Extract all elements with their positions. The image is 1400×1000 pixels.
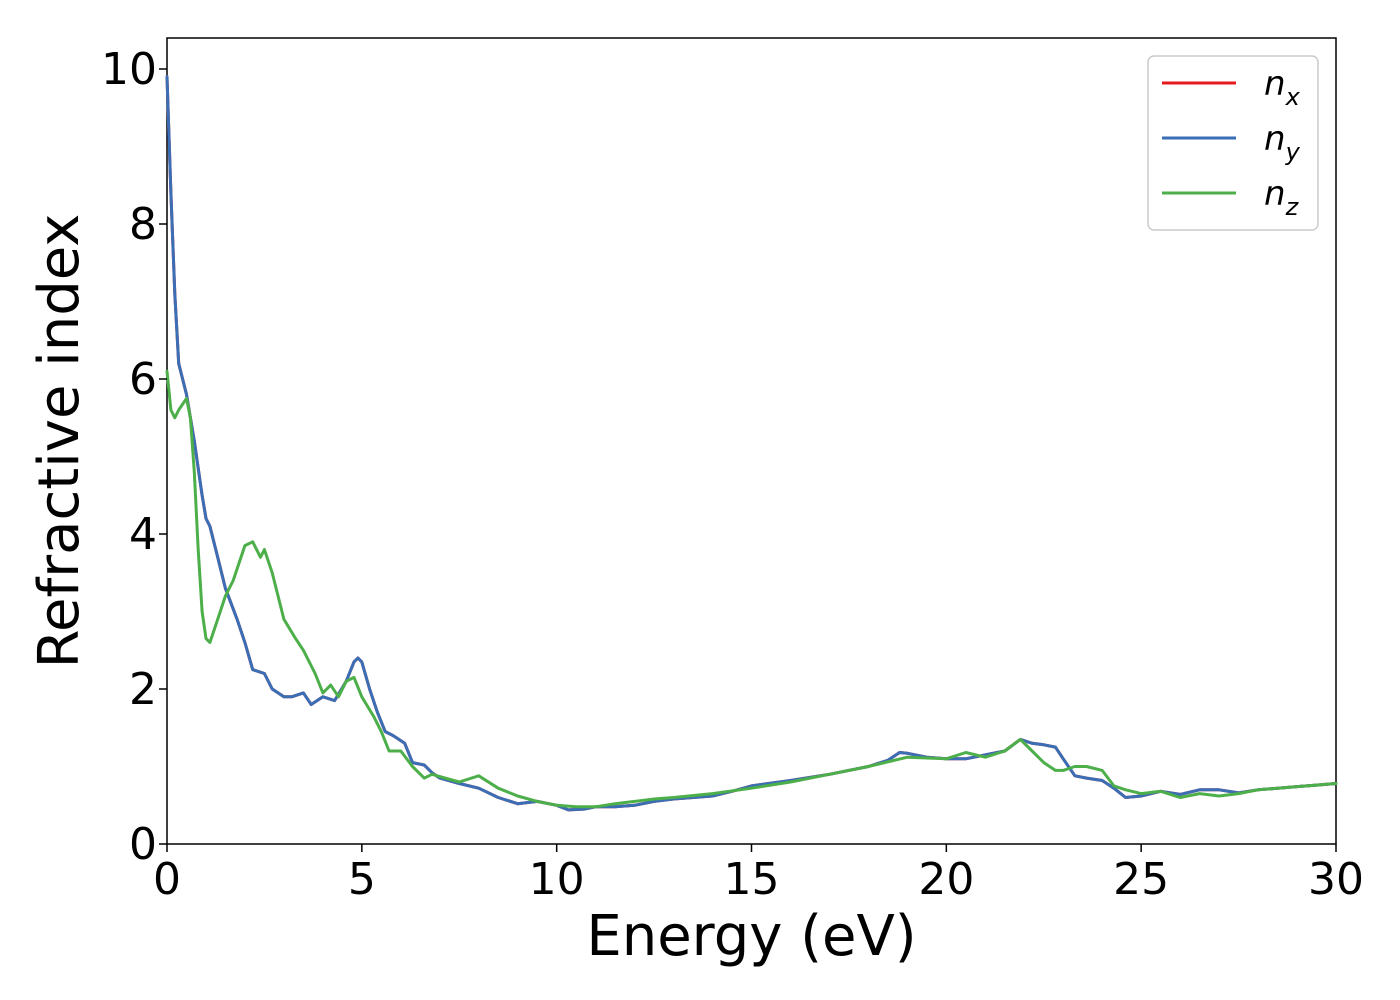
legend-label-subscript: y xyxy=(1285,138,1301,166)
series-layer xyxy=(165,75,1338,812)
x-tick-label: 10 xyxy=(529,854,585,905)
legend-label-nx: nx xyxy=(1264,64,1301,111)
series-line-ny xyxy=(165,75,1338,812)
x-tick-label: 15 xyxy=(724,854,780,905)
x-axis-ticks: 0 5 10 15 20 25 30 xyxy=(153,844,1364,905)
x-tick-label: 5 xyxy=(348,854,376,905)
x-axis-title: Energy (eV) xyxy=(586,904,916,969)
legend-label-base: n xyxy=(1264,119,1286,159)
y-tick-label: 2 xyxy=(129,664,157,715)
y-axis-ticks: 0 2 4 6 8 10 xyxy=(101,44,167,870)
legend-label-base: n xyxy=(1264,64,1286,104)
legend-label-ny: ny xyxy=(1264,119,1301,166)
x-tick-label: 20 xyxy=(918,854,974,905)
y-tick-label: 10 xyxy=(101,44,157,95)
y-axis-title: Refractive index xyxy=(27,214,92,669)
y-tick-label: 8 xyxy=(129,199,157,250)
y-tick-label: 0 xyxy=(129,819,157,870)
y-tick-label: 6 xyxy=(129,354,157,405)
legend-box xyxy=(1147,55,1319,231)
y-tick-label: 4 xyxy=(129,509,157,560)
x-tick-label: 0 xyxy=(153,854,181,905)
legend-label-base: n xyxy=(1264,174,1286,214)
x-tick-label: 25 xyxy=(1113,854,1169,905)
legend-label-nz: nz xyxy=(1264,174,1300,221)
legend-label-subscript: z xyxy=(1285,193,1300,221)
x-tick-label: 30 xyxy=(1308,854,1364,905)
legend-label-subscript: x xyxy=(1285,83,1301,111)
series-line-nz xyxy=(165,369,1338,809)
